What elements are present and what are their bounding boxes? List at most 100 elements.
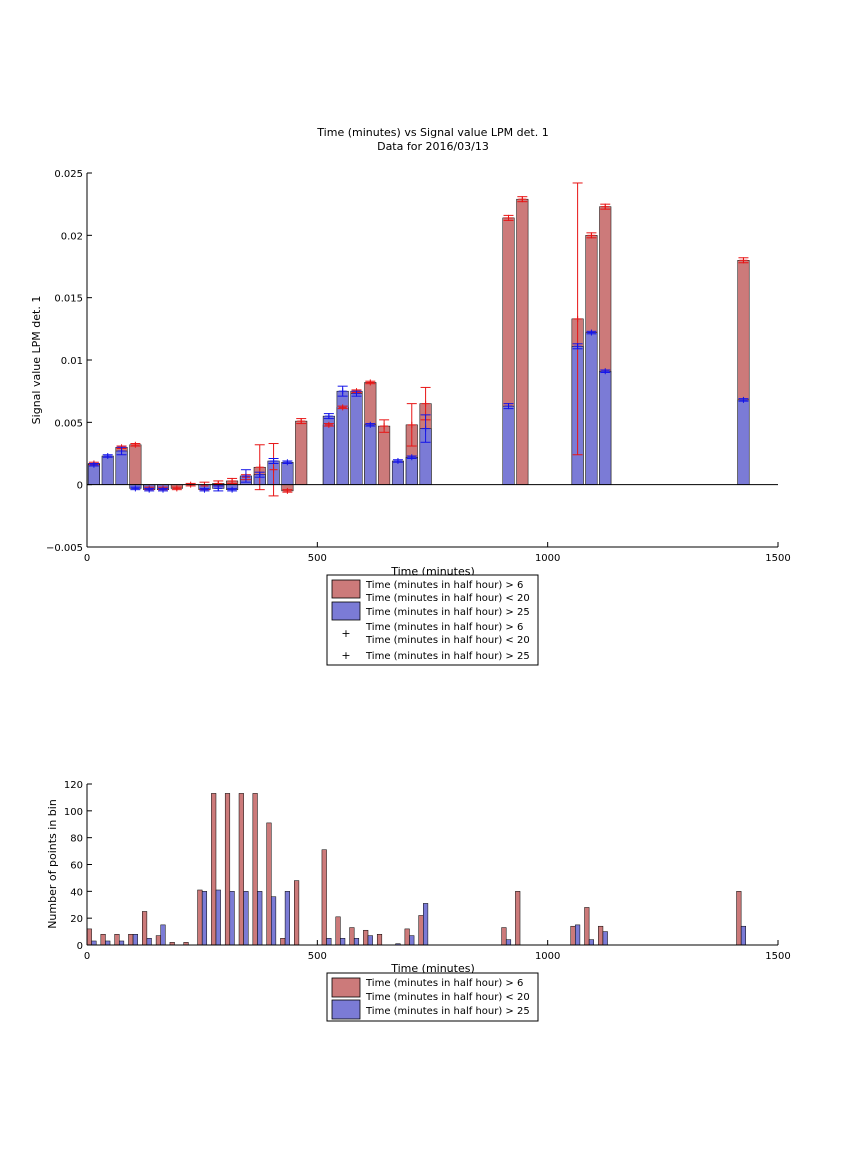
count-y-tick-label: 20	[70, 914, 83, 925]
signal-bar-s1-22	[585, 332, 598, 485]
count-bar-s0-16	[321, 849, 327, 946]
signal-bar-s0-19	[378, 425, 391, 485]
signal-chart-subtitle: Data for 2016/03/13	[377, 140, 489, 153]
count-plot-area: 0 500 1000 1500 0 20 40 60 80 100 120	[64, 780, 791, 962]
signal-y-tick-label: 0.015	[54, 294, 83, 305]
signal-legend-box	[326, 574, 539, 666]
count-x-tick-label: 0	[84, 951, 90, 962]
signal-errorbar-s1-13	[323, 413, 334, 420]
count-bar-s1-14	[340, 938, 346, 946]
count-bar-s1-22	[588, 939, 594, 946]
count-bar-s0-4	[142, 911, 148, 946]
signal-y-tick-label: 0.02	[61, 231, 83, 242]
signal-legend-red-line2: Time (minutes in half hour) < 20	[365, 593, 530, 604]
signal-plot-area: 0 500 1000 1500−0.00500.0050.010.0150.020.0…	[46, 169, 791, 564]
signal-errorbar-s1-7	[213, 485, 224, 492]
signal-legend: Time (minutes in half hour) > 6 Time (mi…	[326, 574, 539, 666]
signal-errorbar-s1-11	[268, 457, 279, 464]
signal-errorbar-s1-16	[365, 421, 376, 428]
count-legend-blue-swatch	[331, 999, 361, 1020]
count-x-tick-label: 1000	[535, 951, 560, 962]
count-bar-s0-8	[197, 889, 203, 946]
count-y-tick-label: 80	[70, 834, 83, 845]
count-bar-s1-20	[505, 939, 512, 946]
count-bar-s1-18	[409, 935, 415, 946]
count-bar-s1-24	[740, 925, 747, 946]
count-bar-s0-23	[501, 927, 507, 946]
count-x-axis-label: Time (minutes)	[390, 962, 475, 975]
signal-errorbar-s1-15	[351, 390, 362, 397]
count-legend-red-line1: Time (minutes in half hour) > 6	[365, 978, 523, 989]
signal-errorbar-s0-19	[379, 419, 390, 433]
count-bar-s0-20	[376, 934, 383, 946]
signal-x-tick-label: 500	[308, 553, 327, 564]
signal-legend-red-marker-line2: Time (minutes in half hour) < 20	[365, 635, 530, 646]
signal-legend-blue-marker: +	[341, 649, 350, 662]
count-bar-s0-5	[155, 935, 161, 946]
signal-errorbar-s1-20	[503, 403, 514, 410]
signal-errorbar-s0-26	[600, 203, 611, 210]
signal-legend-blue-line1: Time (minutes in half hour) > 25	[365, 607, 530, 618]
count-bar-s0-26	[584, 907, 590, 946]
signal-errorbar-s0-25	[586, 232, 597, 239]
count-bar-s0-15	[294, 880, 300, 946]
count-bar-s1-8	[229, 891, 235, 946]
signal-errorbar-s1-17	[392, 457, 403, 464]
signal-errorbar-s0-14	[296, 418, 307, 425]
count-bar-s0-17	[335, 916, 341, 946]
count-bar-s0-1	[100, 934, 106, 946]
count-y-tick-label: 120	[64, 780, 83, 791]
count-y-tick-label: 0	[77, 941, 83, 952]
signal-bar-s1-23	[599, 370, 612, 485]
signal-errorbar-s0-12	[268, 443, 279, 497]
signal-y-tick-label: 0	[77, 481, 83, 492]
count-legend-blue-line1: Time (minutes in half hour) > 25	[365, 1006, 530, 1017]
count-bar-s1-11	[271, 896, 277, 946]
signal-errorbar-s1-23	[600, 368, 611, 375]
count-bar-s1-12	[284, 891, 290, 946]
signal-chart-title: Time (minutes) vs Signal value LPM det. …	[316, 126, 548, 139]
count-bar-s1-3	[132, 934, 138, 946]
signal-errorbar-s0-15	[323, 421, 334, 428]
count-bar-s0-19	[363, 929, 369, 946]
signal-legend-red-line1: Time (minutes in half hour) > 6	[365, 580, 523, 591]
signal-errorbar-s1-6	[199, 486, 210, 493]
count-bar-s1-19	[423, 903, 429, 946]
signal-errorbar-s1-9	[240, 469, 251, 483]
count-bar-s1-1	[105, 940, 111, 946]
signal-y-tick-label: −0.005	[46, 543, 83, 554]
signal-errorbar-s1-19	[420, 414, 431, 443]
signal-errorbar-s1-8	[227, 486, 238, 493]
signal-x-tick-label: 0	[84, 553, 90, 564]
count-bar-s0-22	[418, 915, 424, 946]
signal-errorbar-s1-2	[116, 446, 127, 456]
signal-errorbar-s1-5	[158, 486, 169, 493]
count-bar-s0-3	[128, 934, 134, 946]
count-legend: Time (minutes in half hour) > 6 Time (mi…	[326, 972, 539, 1022]
count-bar-s1-2	[118, 940, 125, 946]
count-bar-s0-12	[252, 793, 258, 946]
signal-legend-blue-marker-line1: Time (minutes in half hour) > 25	[365, 651, 530, 662]
count-bar-s1-4	[146, 938, 152, 946]
signal-bar-s1-20	[502, 405, 515, 485]
count-y-tick-label: 40	[70, 887, 83, 898]
signal-errorbar-s1-21	[572, 343, 583, 350]
count-y-tick-label: 60	[70, 861, 83, 872]
count-bar-s0-25	[570, 925, 576, 946]
signal-errorbar-s1-18	[406, 454, 417, 461]
signal-bar-s1-16	[364, 424, 377, 485]
signal-errorbar-s0-27	[738, 257, 749, 264]
signal-bar-s1-1	[101, 455, 114, 485]
count-bar-s1-10	[257, 891, 263, 946]
signal-errorbar-s0-18	[365, 379, 376, 386]
count-bar-s1-5	[160, 924, 166, 946]
signal-y-tick-label: 0.01	[61, 356, 83, 367]
count-bar-s1-7	[215, 889, 221, 946]
count-legend-red-swatch	[331, 977, 361, 998]
count-bar-s1-23	[602, 931, 608, 946]
signal-y-tick-label: 0.005	[54, 418, 83, 429]
signal-bar-s1-12	[281, 461, 294, 485]
signal-errorbar-s1-22	[586, 329, 597, 336]
signal-y-tick-label: 0.025	[54, 169, 83, 180]
